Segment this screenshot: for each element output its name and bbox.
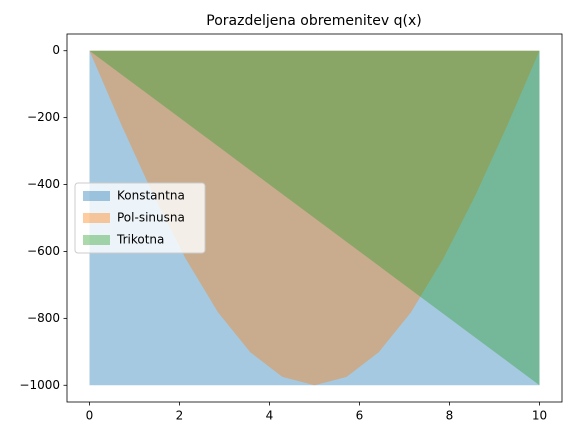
x-tick-label: 6: [356, 409, 364, 423]
plot-frame: [66, 33, 563, 403]
y-tick-label: −400: [27, 177, 60, 191]
x-tick-label: 0: [86, 409, 94, 423]
y-tick-label: −600: [27, 244, 60, 258]
y-tick-label: −800: [27, 311, 60, 325]
legend-text: Pol-sinusna: [117, 211, 185, 225]
legend-swatch: [83, 213, 110, 223]
legend-swatch: [83, 191, 110, 201]
area: [89, 50, 540, 386]
x-tick-label: 10: [532, 409, 547, 423]
area: [89, 50, 540, 386]
legend-text: Konstantna: [117, 189, 185, 203]
area: [89, 50, 540, 386]
x-tick-label: 2: [176, 409, 184, 423]
x-tick-label: 8: [446, 409, 454, 423]
legend-frame: [74, 182, 206, 254]
x-tick-label: 4: [266, 409, 274, 423]
legend-text: Trikotna: [116, 233, 164, 247]
legend: Konstantna Pol-sinusna Trikotna: [74, 182, 206, 254]
legend-swatch: [83, 235, 110, 245]
y-tick-label: 0: [52, 43, 60, 57]
y-tick-label: −200: [27, 110, 60, 124]
y-tick-label: −1000: [19, 378, 60, 392]
chart-title: Porazdeljena obremenitev q(x): [206, 13, 421, 29]
